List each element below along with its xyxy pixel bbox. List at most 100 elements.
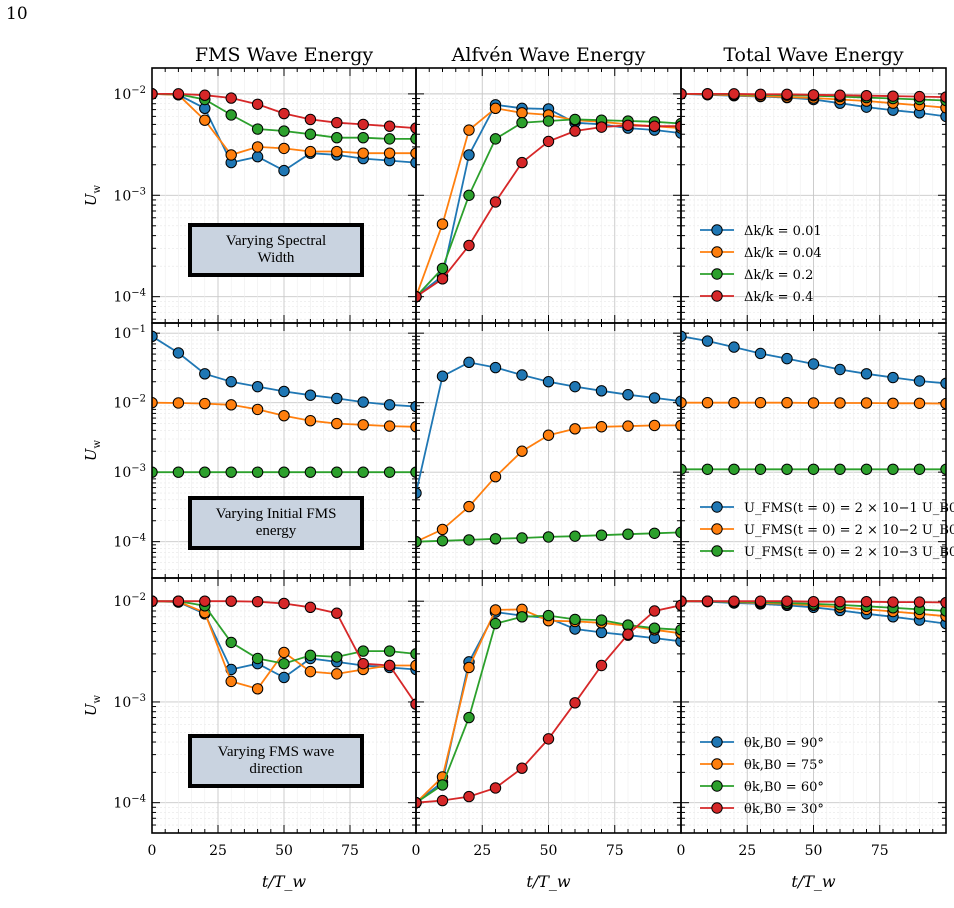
x-axis-label: t/T_w xyxy=(526,872,570,891)
data-point xyxy=(860,595,873,608)
data-point xyxy=(383,147,396,159)
legend-label-1: Δk/k = 0.04 xyxy=(744,246,822,261)
annotation-box-fms-wave-direction: Varying FMS wave direction xyxy=(188,734,364,788)
data-point xyxy=(542,429,555,441)
data-point xyxy=(887,596,899,608)
y-tick-label: 10−2 xyxy=(113,85,146,103)
y-tick-label: 10−1 xyxy=(113,324,146,342)
data-point xyxy=(331,607,343,619)
y-axis-label: Uw xyxy=(82,439,103,461)
data-point xyxy=(542,609,555,622)
data-point xyxy=(463,500,475,513)
data-point xyxy=(595,421,608,433)
data-point xyxy=(357,419,369,431)
data-point xyxy=(331,145,343,158)
data-point xyxy=(463,239,475,252)
annotation-box-initial-fms-energy: Varying Initial FMS energy xyxy=(188,496,364,550)
data-point xyxy=(251,466,264,478)
data-point xyxy=(781,595,793,607)
data-point xyxy=(357,118,369,131)
data-point xyxy=(251,380,264,393)
data-point xyxy=(781,352,793,365)
y-tick-label: 10−4 xyxy=(113,533,146,551)
data-point xyxy=(357,131,369,144)
x-tick-label: 0 xyxy=(412,843,421,859)
data-point xyxy=(463,790,475,803)
data-point xyxy=(781,463,793,475)
data-point xyxy=(172,347,185,359)
data-point xyxy=(357,147,369,159)
data-point xyxy=(251,141,264,153)
legend-marker-2 xyxy=(711,780,723,792)
data-point xyxy=(357,657,369,670)
data-point xyxy=(199,397,211,410)
data-point xyxy=(701,595,714,607)
x-tick-label: 25 xyxy=(209,843,227,859)
data-point xyxy=(569,423,581,435)
data-point xyxy=(516,369,528,381)
data-point xyxy=(304,649,317,662)
y-tick-label: 10−3 xyxy=(113,186,146,204)
data-point xyxy=(681,330,687,343)
data-point xyxy=(225,109,237,121)
data-point xyxy=(542,376,555,388)
data-point xyxy=(516,156,528,169)
data-point xyxy=(913,375,926,387)
panel-r0-c2 xyxy=(680,67,947,324)
x-tick-label: 50 xyxy=(540,843,558,859)
data-point xyxy=(681,595,687,607)
y-tick-label: 10−4 xyxy=(113,794,146,812)
data-point xyxy=(251,98,264,110)
data-point xyxy=(225,399,237,411)
data-point xyxy=(304,389,317,401)
x-tick-label: 50 xyxy=(805,843,823,859)
data-point xyxy=(648,527,661,539)
data-point xyxy=(383,466,396,478)
data-point xyxy=(436,262,449,275)
y-tick-label: 10−4 xyxy=(113,288,146,306)
data-point xyxy=(331,131,343,144)
data-point xyxy=(251,123,264,135)
data-point xyxy=(542,135,555,148)
data-point xyxy=(436,218,449,230)
data-point xyxy=(648,392,661,404)
data-point xyxy=(225,376,237,388)
data-point xyxy=(278,385,290,398)
data-point xyxy=(728,341,740,353)
data-point xyxy=(887,371,899,384)
data-point xyxy=(331,392,343,405)
legend-marker-0 xyxy=(711,224,723,236)
y-tick-label: 10−2 xyxy=(113,592,146,610)
data-point xyxy=(304,128,317,140)
x-tick-label: 75 xyxy=(341,843,359,859)
data-point xyxy=(331,466,343,478)
data-point xyxy=(860,368,873,380)
data-point xyxy=(463,534,475,546)
data-point xyxy=(569,697,581,709)
data-point xyxy=(278,142,290,155)
legend-marker-1 xyxy=(711,523,723,535)
data-point xyxy=(278,164,290,177)
data-point xyxy=(304,113,317,126)
data-point xyxy=(754,347,767,360)
data-point xyxy=(383,133,396,145)
data-point xyxy=(489,102,502,115)
y-tick-label: 10−3 xyxy=(113,693,146,711)
data-point xyxy=(648,419,661,432)
legend-label-1: U_FMS(t = 0) = 2 × 10−2 U_B0 xyxy=(744,523,954,538)
data-point xyxy=(383,659,396,672)
data-point xyxy=(172,88,185,100)
data-point xyxy=(251,683,264,695)
data-point xyxy=(648,622,661,634)
y-axis-label: Uw xyxy=(82,184,103,206)
data-point xyxy=(622,420,634,432)
data-point xyxy=(569,113,581,126)
data-point xyxy=(436,523,449,536)
series-group xyxy=(152,330,416,478)
panel-r0-c1 xyxy=(415,67,682,324)
data-point xyxy=(887,397,899,409)
data-point xyxy=(516,116,528,129)
data-point xyxy=(383,399,396,411)
legend-label-3: Δk/k = 0.4 xyxy=(744,290,813,305)
data-point xyxy=(199,368,211,380)
